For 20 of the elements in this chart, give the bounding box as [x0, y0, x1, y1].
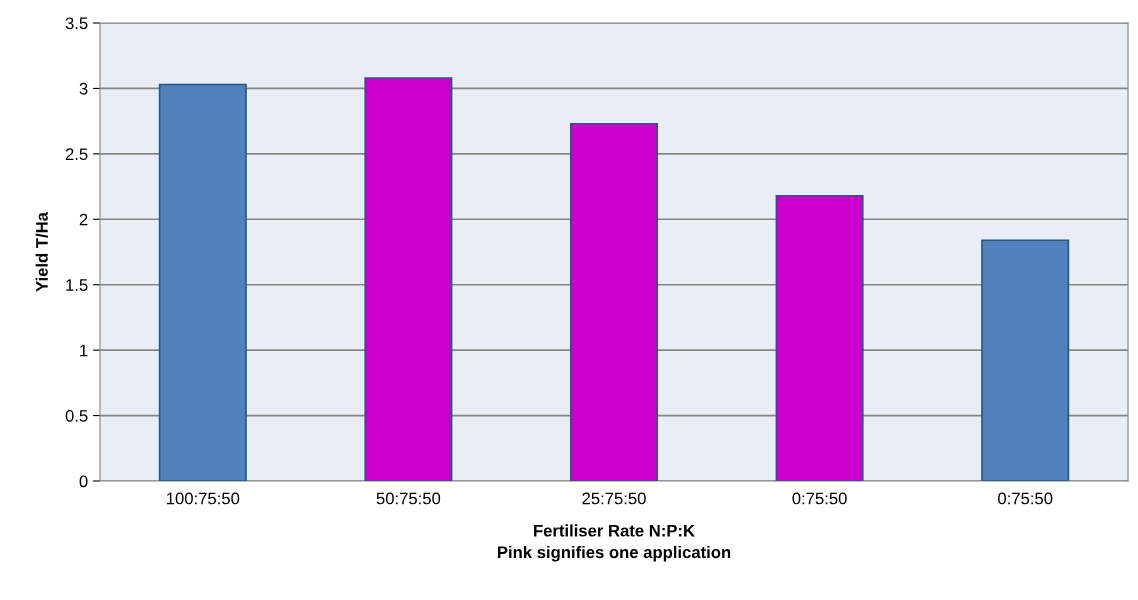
bar	[364, 77, 453, 481]
x-axis-title: Fertiliser Rate N:P:K Pink signifies one application	[497, 524, 731, 562]
x-tick-label: 50:75:50	[376, 492, 441, 505]
bar	[158, 83, 247, 481]
y-tick-label: 0	[79, 475, 88, 488]
y-axis-title: Yield T/Ha	[35, 211, 49, 292]
x-tick-label: 0:75:50	[792, 492, 847, 505]
x-tick-label: 100:75:50	[167, 492, 240, 505]
y-tick-label: 1	[80, 344, 88, 357]
bar	[775, 194, 864, 481]
y-tick-label: 0.5	[65, 409, 88, 422]
y-tick-label: 3.5	[65, 17, 88, 30]
y-tick-label: 2	[79, 213, 88, 226]
y-tick-label: 3	[79, 82, 88, 95]
bar	[569, 122, 659, 481]
y-tick-label: 1.5	[66, 279, 88, 291]
bar	[981, 239, 1070, 481]
x-tick-label: 0:75:50	[998, 492, 1053, 505]
y-tick-label: 2.5	[65, 148, 88, 161]
x-tick-label: 25:75:50	[582, 492, 646, 505]
